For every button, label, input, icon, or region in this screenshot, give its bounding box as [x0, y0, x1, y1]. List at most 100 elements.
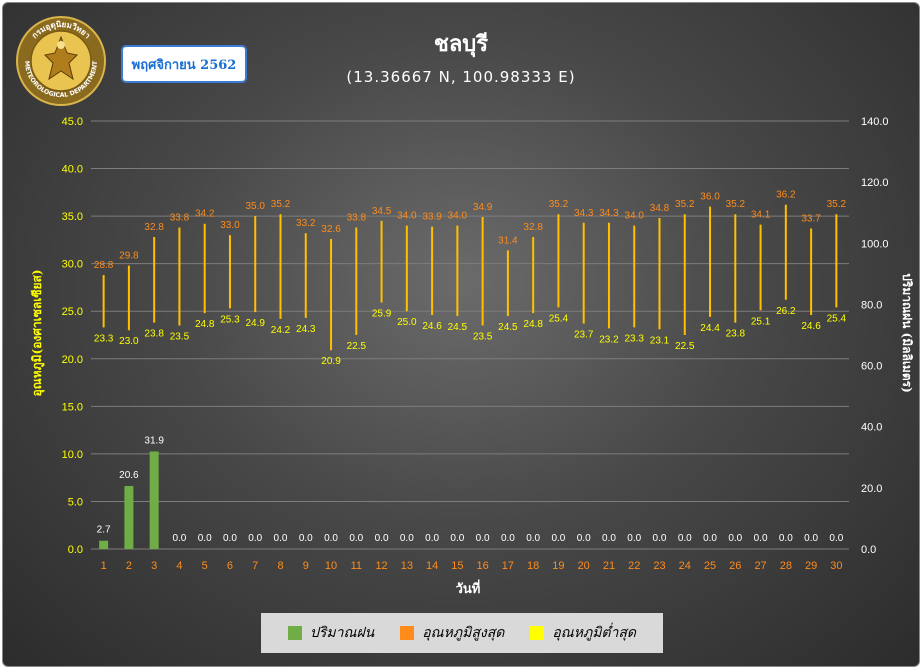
- legend-item-max-temp: อุณหภูมิสูงสุด: [400, 622, 504, 644]
- rain-label: 0.0: [779, 533, 793, 544]
- y-tick-label-left: 10.0: [62, 449, 83, 461]
- rain-label: 0.0: [400, 533, 414, 544]
- y-tick-label-left: 30.0: [62, 259, 83, 271]
- x-tick-label: 20: [578, 560, 590, 572]
- max-temp-label: 32.6: [321, 224, 341, 235]
- min-temp-label: 25.1: [751, 316, 771, 327]
- x-tick-label: 21: [603, 560, 615, 572]
- min-temp-label: 25.4: [549, 313, 569, 324]
- min-temp-label: 24.2: [271, 325, 291, 336]
- max-temp-label: 35.2: [271, 199, 291, 210]
- rain-bar: [124, 486, 134, 549]
- max-temp-label: 29.8: [119, 251, 139, 262]
- x-tick-label: 25: [704, 560, 716, 572]
- data-marks: [99, 204, 838, 549]
- x-tick-label: 5: [202, 560, 208, 572]
- min-temp-label: 24.5: [448, 322, 468, 333]
- legend-swatch-rain: [287, 626, 302, 640]
- x-tick-label: 23: [653, 560, 665, 572]
- max-temp-label: 34.0: [448, 211, 468, 222]
- min-temp-label: 25.3: [220, 314, 240, 325]
- rain-label: 0.0: [425, 533, 439, 544]
- legend-swatch-max-temp: [400, 626, 415, 640]
- legend-item-min-temp: อุณหภูมิต่ำสุด: [530, 622, 636, 644]
- min-temp-label: 23.5: [473, 331, 493, 342]
- min-temp-label: 24.9: [245, 318, 265, 329]
- rain-label: 0.0: [299, 533, 313, 544]
- legend-item-rain: ปริมาณฝน: [287, 622, 375, 644]
- max-temp-label: 35.2: [675, 199, 695, 210]
- x-tick-label: 13: [401, 560, 413, 572]
- x-axis-label: วันที่: [456, 579, 481, 597]
- rain-label: 0.0: [476, 533, 490, 544]
- rain-label: 31.9: [144, 435, 164, 446]
- y-tick-label-right: 100.0: [861, 238, 889, 250]
- chart-subtitle: (13.36667 N, 100.98333 E): [346, 68, 575, 86]
- y-tick-label-left: 35.0: [62, 211, 83, 223]
- min-temp-label: 22.5: [347, 341, 367, 352]
- y-tick-label-left: 0.0: [68, 544, 83, 556]
- max-temp-label: 35.0: [245, 201, 265, 212]
- x-tick-label: 6: [227, 560, 233, 572]
- x-tick-label: 9: [303, 560, 309, 572]
- min-temp-label: 25.4: [827, 313, 847, 324]
- min-temp-label: 24.3: [296, 324, 316, 335]
- min-temp-label: 23.1: [650, 335, 670, 346]
- legend-label-min-temp: อุณหภูมิต่ำสุด: [552, 625, 637, 641]
- x-tick-label: 12: [375, 560, 387, 572]
- min-temp-label: 24.6: [801, 321, 821, 332]
- rain-label: 0.0: [551, 533, 565, 544]
- y-tick-label-left: 20.0: [62, 354, 83, 366]
- max-temp-label: 34.2: [195, 209, 215, 220]
- min-temp-label: 23.0: [119, 336, 139, 347]
- rain-label: 0.0: [602, 533, 616, 544]
- legend-label-rain: ปริมาณฝน: [309, 625, 375, 641]
- max-temp-label: 34.0: [397, 211, 417, 222]
- rain-label: 0.0: [375, 533, 389, 544]
- y-tick-label-right: 60.0: [861, 361, 882, 373]
- max-temp-label: 35.2: [549, 199, 569, 210]
- legend-swatch-min-temp: [530, 626, 545, 640]
- rain-label: 0.0: [526, 533, 540, 544]
- legend-label-max-temp: อุณหภูมิสูงสุด: [422, 625, 505, 641]
- x-tick-label: 3: [151, 560, 157, 572]
- max-temp-label: 34.3: [574, 208, 594, 219]
- rain-label: 0.0: [450, 533, 464, 544]
- min-temp-label: 24.8: [523, 319, 543, 330]
- x-tick-label: 7: [252, 560, 258, 572]
- min-temp-label: 24.8: [195, 319, 215, 330]
- x-tick-label: 17: [502, 560, 514, 572]
- meteorological-department-logo: กรมอุตุนิยมวิทยา METEOROLOGICAL DEPARTME…: [16, 16, 106, 106]
- y-axis-label-right: ปริมาณฝน (มิลลิเมตร): [900, 273, 914, 392]
- rain-label: 2.7: [97, 525, 111, 536]
- max-temp-label: 36.0: [700, 192, 720, 203]
- month-badge: พฤศจิกายน 2562: [121, 45, 247, 83]
- x-tick-label: 4: [176, 560, 182, 572]
- x-tick-label: 10: [325, 560, 337, 572]
- rain-label: 0.0: [678, 533, 692, 544]
- x-tick-label: 22: [628, 560, 640, 572]
- rain-label: 0.0: [172, 533, 186, 544]
- rain-label: 0.0: [754, 533, 768, 544]
- y-tick-label-right: 80.0: [861, 299, 882, 311]
- max-temp-label: 34.1: [751, 210, 771, 221]
- x-tick-label: 27: [754, 560, 766, 572]
- max-temp-label: 34.5: [372, 206, 392, 217]
- min-temp-label: 23.8: [144, 329, 164, 340]
- x-tick-label: 29: [805, 560, 817, 572]
- min-temp-label: 24.6: [422, 321, 442, 332]
- min-temp-label: 20.9: [321, 356, 341, 367]
- rain-label: 20.6: [119, 470, 139, 481]
- max-temp-label: 34.9: [473, 202, 493, 213]
- rain-label: 0.0: [248, 533, 262, 544]
- x-tick-label: 19: [552, 560, 564, 572]
- y-tick-label-left: 15.0: [62, 401, 83, 413]
- axis-ticks: 0.05.010.015.020.025.030.035.040.045.00.…: [62, 116, 889, 572]
- rain-label: 0.0: [349, 533, 363, 544]
- rain-label: 0.0: [223, 533, 237, 544]
- rain-label: 0.0: [198, 533, 212, 544]
- rain-label: 0.0: [274, 533, 288, 544]
- rain-label: 0.0: [804, 533, 818, 544]
- min-temp-label: 23.7: [574, 330, 594, 341]
